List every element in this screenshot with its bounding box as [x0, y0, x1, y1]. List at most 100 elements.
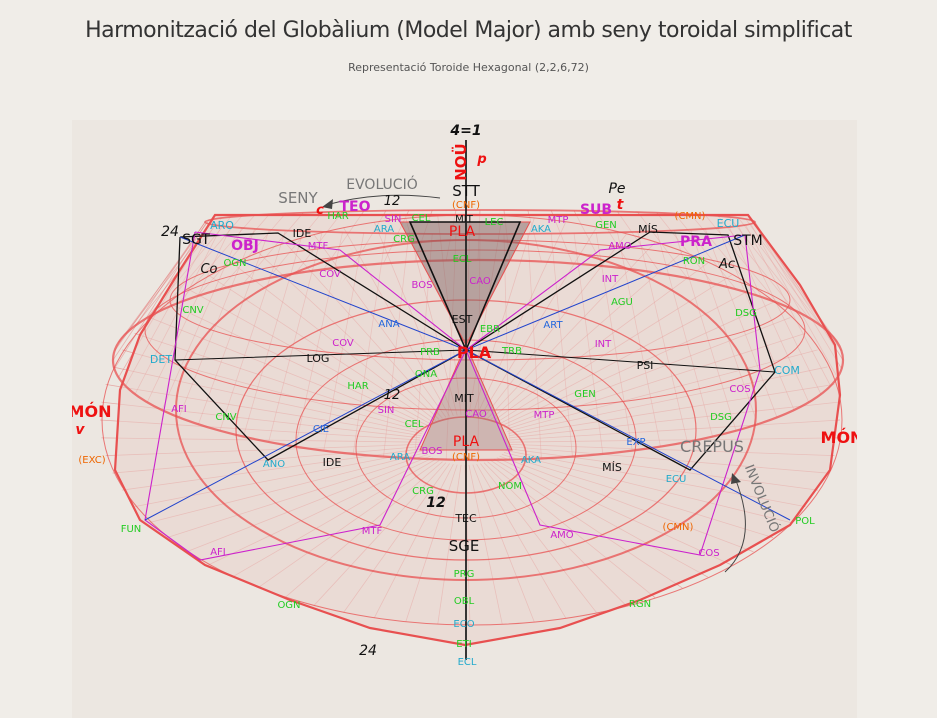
label-mis-top: MÍS	[638, 223, 658, 236]
label-cel-mid: CEL	[405, 419, 424, 430]
label-trb: TRB	[501, 346, 522, 357]
label-int-mid: INT	[595, 339, 612, 350]
label-mit-top: MIT	[455, 214, 474, 225]
label-amo-bot: AMO	[550, 530, 573, 541]
label-prg: PRG	[454, 569, 475, 580]
mesh-shell-line	[114, 222, 207, 369]
label-eti: ETI	[456, 639, 471, 650]
label-ide-top: IDE	[293, 227, 312, 240]
label-log: LOG	[307, 352, 330, 365]
label-bos-top: BOS	[412, 280, 433, 291]
mesh-ring	[101, 214, 843, 626]
label-c: c	[316, 203, 324, 218]
label-stt: STT	[452, 182, 480, 200]
label-mtf-top: MTF	[308, 241, 329, 252]
label-ano: ANO	[263, 459, 285, 470]
label-ana: ANA	[378, 319, 399, 330]
label-est: EST	[452, 313, 473, 326]
label-lec: LEC	[485, 217, 504, 228]
label-mtp-top: MTP	[548, 215, 569, 226]
label-cnf-top: (CNF)	[452, 200, 480, 211]
label-har-top: HAR	[327, 211, 348, 222]
label-sin-top: SIN	[385, 214, 402, 225]
page-title: Harmonització del Globàlium (Model Major…	[85, 18, 852, 43]
label-cov-1: COV	[319, 269, 341, 280]
label-sgt: SGT	[182, 232, 210, 248]
mesh-ring	[111, 258, 845, 462]
label-obj: OBJ	[231, 238, 259, 254]
label-cnf-bot: (CNF)	[452, 452, 480, 463]
label-afi-2: AFI	[210, 547, 226, 558]
label-ara-bot: ARA	[390, 452, 410, 463]
label-cos-bot: COS	[698, 548, 719, 559]
label-mis-bot: MÍS	[602, 461, 622, 474]
label-fun: FUN	[121, 524, 142, 535]
label-dsg-top: DSG	[735, 308, 757, 319]
label-cnv-mid: CNV	[215, 412, 236, 423]
label-ecl-top: ECL	[453, 254, 472, 265]
label-mit-mid: MIT	[454, 392, 474, 405]
label-ecu-top: ECU	[717, 217, 740, 230]
label-twelve-top: 12	[384, 194, 401, 209]
mesh-ring	[144, 249, 806, 411]
label-cov-2: COV	[332, 338, 354, 349]
label-exc: (EXC)	[78, 455, 105, 466]
label-teo: TEO	[339, 199, 370, 215]
label-amo-top: AMO	[608, 241, 631, 252]
label-pla-center: PLA	[457, 343, 492, 362]
label-art: ART	[543, 320, 563, 331]
label-top-number: 4=1	[449, 123, 481, 139]
label-psi: PSI	[637, 359, 654, 372]
cone-edges	[408, 221, 522, 353]
label-mon-left: MÓN	[72, 402, 111, 421]
label-seny: SENY	[278, 189, 318, 207]
label-ide-bot: IDE	[323, 456, 342, 469]
label-obl: OBL	[454, 596, 475, 607]
mesh-ring	[204, 209, 756, 235]
label-dsg-mid: DSG	[710, 412, 732, 423]
label-aka-bot: AKA	[521, 455, 541, 466]
label-com: COM	[774, 364, 800, 377]
label-mtf-bot: MTF	[362, 526, 383, 537]
label-eco: ECO	[453, 619, 474, 630]
label-pra: PRA	[680, 234, 712, 250]
label-ara: ARA	[374, 224, 394, 235]
label-cao-mid: CAO	[465, 409, 487, 420]
label-sub: SUB	[580, 202, 612, 218]
label-pla-bot: PLA	[453, 434, 480, 450]
label-ogn-bot: OGN	[277, 600, 300, 611]
label-stm: STM	[733, 233, 763, 249]
page-subtitle: Representació Toroide Hexagonal (2,2,6,7…	[348, 61, 589, 74]
label-aka-top: AKA	[531, 224, 551, 235]
label-int-top: INT	[602, 274, 619, 285]
label-ecu-bot: ECU	[666, 474, 687, 485]
label-cmn-top: (CMN)	[675, 211, 706, 222]
evolucio-arrow	[325, 194, 441, 206]
label-gen-mid: GEN	[574, 389, 596, 400]
label-cie: CIE	[313, 424, 329, 435]
label-mtp-mid: MTP	[534, 410, 555, 421]
label-ogn-left: OGN	[223, 258, 246, 269]
label-cao-top: CAO	[469, 276, 491, 287]
label-sge: SGE	[449, 537, 480, 555]
label-cnv-left: CNV	[182, 305, 203, 316]
label-twentyfour-bot: 24	[359, 643, 377, 659]
label-evolucio: EVOLUCIÓ	[346, 175, 417, 193]
label-prb: PRB	[420, 347, 440, 358]
evolucio-arrowhead	[322, 199, 333, 209]
label-sin-mid: SIN	[378, 405, 395, 416]
label-cos-right: COS	[729, 384, 750, 395]
label-pol: POL	[795, 516, 815, 527]
label-t: t	[617, 197, 625, 213]
label-cel-top: CEL	[412, 213, 431, 224]
involucio-arrow	[724, 477, 746, 573]
label-twelve-bot: 12	[384, 388, 401, 403]
label-afi-1: AFI	[171, 404, 187, 415]
label-v: v	[75, 422, 85, 438]
label-exp: EXP	[626, 437, 645, 448]
label-p: p	[476, 152, 486, 167]
label-ecl-bot: ECL	[458, 657, 477, 668]
label-twentyfour-left: 24	[161, 224, 179, 240]
mesh-shell-line	[112, 221, 206, 361]
